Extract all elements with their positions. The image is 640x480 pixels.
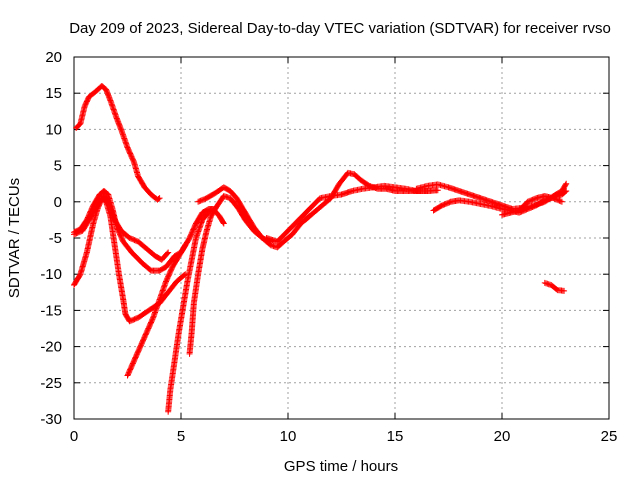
y-axis-label: SDTVAR / TECUs bbox=[6, 178, 23, 298]
data-point-marker bbox=[561, 287, 568, 294]
data-point-marker bbox=[563, 187, 570, 194]
data-point-marker bbox=[557, 198, 564, 205]
x-tick-label: 5 bbox=[177, 428, 185, 445]
series-arc-5 bbox=[124, 242, 189, 379]
series-arc-13 bbox=[499, 193, 565, 218]
x-tick-label: 15 bbox=[387, 428, 404, 445]
y-tick-label: 5 bbox=[54, 158, 62, 175]
y-tick-label: 0 bbox=[54, 194, 62, 211]
data-point-marker bbox=[563, 180, 570, 187]
x-tick-label: 20 bbox=[494, 428, 511, 445]
y-tick-label: 20 bbox=[45, 49, 62, 66]
data-point-marker bbox=[181, 243, 188, 250]
y-tick-label: -25 bbox=[40, 375, 62, 392]
series-arc-14 bbox=[541, 279, 568, 294]
grid bbox=[74, 57, 609, 419]
y-tick-label: 10 bbox=[45, 121, 62, 138]
data-point-marker bbox=[434, 187, 441, 194]
data-points bbox=[71, 82, 570, 415]
y-tick-label: -20 bbox=[40, 339, 62, 356]
y-tick-label: -30 bbox=[40, 411, 62, 428]
chart-title: Day 209 of 2023, Sidereal Day-to-day VTE… bbox=[69, 20, 611, 37]
axis-ticks: 0 5 10 15 20 25 -30 -25 -20 -15 -10 -5 0 5 10 15 20 bbox=[40, 49, 617, 445]
series-arc-10 bbox=[302, 169, 441, 223]
series-arc-4 bbox=[71, 193, 172, 263]
data-point-marker bbox=[130, 157, 137, 164]
series-arc-12 bbox=[430, 187, 570, 216]
data-point-marker bbox=[182, 242, 189, 249]
y-tick-label: -10 bbox=[40, 266, 62, 283]
series-arc-1 bbox=[73, 82, 163, 203]
y-tick-label: 15 bbox=[45, 85, 62, 102]
x-tick-label: 10 bbox=[280, 428, 297, 445]
data-point-marker bbox=[562, 181, 569, 188]
data-point-marker bbox=[562, 188, 569, 195]
data-point-marker bbox=[164, 250, 171, 257]
data-point-marker bbox=[165, 249, 172, 256]
x-tick-label: 0 bbox=[70, 428, 78, 445]
data-point-marker bbox=[156, 195, 163, 202]
data-point-marker bbox=[155, 195, 162, 202]
data-point-marker bbox=[558, 198, 565, 205]
data-point-marker bbox=[220, 219, 227, 226]
series-arc-6 bbox=[165, 206, 214, 415]
data-point-marker bbox=[220, 220, 227, 227]
x-axis-label: GPS time / hours bbox=[284, 458, 398, 475]
y-tick-label: -15 bbox=[40, 302, 62, 319]
y-tick-label: -5 bbox=[49, 230, 62, 247]
x-tick-label: 25 bbox=[601, 428, 618, 445]
